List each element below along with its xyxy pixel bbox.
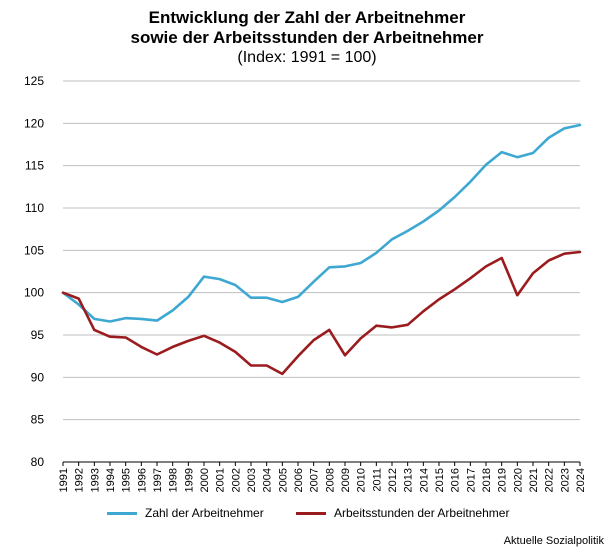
x-tick-label: 1996 bbox=[136, 468, 148, 492]
x-tick-label: 2020 bbox=[512, 468, 524, 492]
x-tick-label: 2002 bbox=[230, 468, 242, 492]
x-tick-label: 2015 bbox=[434, 468, 446, 492]
chart-subtitle: (Index: 1991 = 100) bbox=[237, 49, 377, 66]
chart-title-line-2: sowie der Arbeitsstunden der Arbeitnehme… bbox=[130, 28, 484, 47]
x-tick-label: 2019 bbox=[497, 468, 509, 492]
x-tick-label: 1995 bbox=[121, 468, 133, 492]
x-tick-label: 2016 bbox=[450, 468, 462, 492]
legend-swatch-series-2 bbox=[296, 511, 326, 515]
y-tick-label: 110 bbox=[25, 201, 44, 215]
y-tick-label: 105 bbox=[24, 243, 44, 257]
x-tick-label: 2000 bbox=[199, 468, 211, 492]
x-tick-label: 2004 bbox=[262, 468, 274, 492]
x-tick-label: 2001 bbox=[215, 468, 227, 492]
y-tick-label: 80 bbox=[31, 455, 45, 469]
y-tick-label: 100 bbox=[24, 286, 44, 300]
x-tick-label: 1992 bbox=[74, 468, 86, 492]
x-tick-label: 2023 bbox=[559, 468, 571, 492]
series-line-1 bbox=[61, 123, 582, 323]
x-tick-label: 1991 bbox=[58, 468, 70, 492]
legend-label-series-2: Arbeitsstunden der Arbeitnehmer bbox=[334, 506, 510, 520]
chart-title-block: Entwicklung der Zahl der Arbeitnehmer so… bbox=[0, 8, 614, 68]
y-tick-label: 120 bbox=[24, 116, 44, 130]
y-tick-label: 95 bbox=[31, 328, 45, 342]
legend-item-series-2: Arbeitsstunden der Arbeitnehmer bbox=[296, 506, 509, 520]
legend-item-series-1: Zahl der Arbeitnehmer bbox=[107, 506, 264, 520]
x-tick-label: 2005 bbox=[277, 468, 289, 492]
x-tick-label: 2014 bbox=[418, 468, 430, 492]
x-tick-label: 2017 bbox=[465, 468, 477, 492]
x-tick-label: 2018 bbox=[481, 468, 493, 492]
x-tick-label: 1997 bbox=[152, 468, 164, 492]
x-tick-label: 1994 bbox=[105, 468, 117, 492]
x-tick-label: 2006 bbox=[293, 468, 305, 492]
x-tick-label: 2010 bbox=[356, 468, 368, 492]
x-tick-label: 2011 bbox=[371, 468, 383, 492]
x-tick-label: 2007 bbox=[309, 468, 321, 492]
x-tick-label: 1993 bbox=[89, 468, 101, 492]
y-tick-label: 90 bbox=[31, 370, 45, 384]
y-tick-label: 125 bbox=[24, 74, 44, 88]
x-tick-label: 2003 bbox=[246, 468, 258, 492]
x-tick-label: 2009 bbox=[340, 468, 352, 492]
chart-legend: Zahl der Arbeitnehmer Arbeitsstunden der… bbox=[0, 506, 614, 526]
y-tick-label: 85 bbox=[31, 413, 45, 427]
x-tick-label: 1998 bbox=[168, 468, 180, 492]
x-tick-label: 2013 bbox=[403, 468, 415, 492]
x-tick-label: 2021 bbox=[528, 468, 540, 492]
x-tick-label: 2012 bbox=[387, 468, 399, 492]
legend-swatch-series-1 bbox=[107, 511, 137, 515]
source-credit: Aktuelle Sozialpolitik bbox=[503, 535, 604, 547]
x-tick-label: 2008 bbox=[324, 468, 336, 492]
x-tick-label: 2024 bbox=[575, 468, 587, 492]
legend-label-series-1: Zahl der Arbeitnehmer bbox=[145, 506, 264, 520]
y-tick-label: 115 bbox=[25, 159, 44, 173]
x-tick-label: 2022 bbox=[544, 468, 556, 492]
series-line-2 bbox=[61, 250, 582, 376]
x-tick-label: 1999 bbox=[183, 468, 195, 492]
chart-title-line-1: Entwicklung der Zahl der Arbeitnehmer bbox=[148, 8, 466, 27]
